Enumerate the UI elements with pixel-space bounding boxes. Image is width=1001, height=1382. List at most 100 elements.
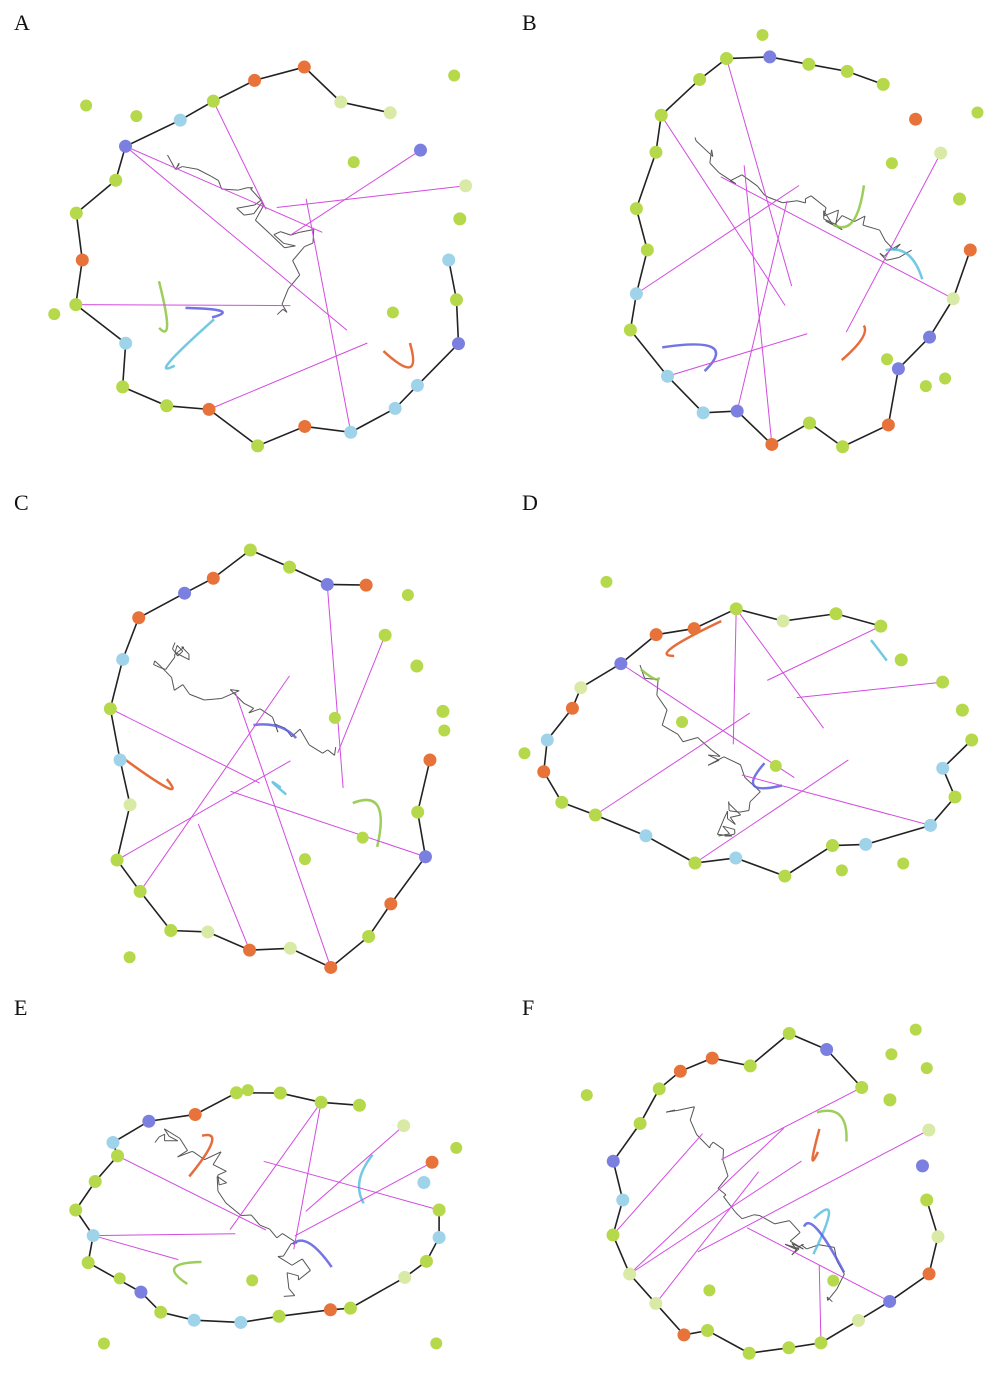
residue bbox=[109, 174, 122, 187]
pocket-surface bbox=[293, 1241, 332, 1267]
interaction bbox=[125, 146, 322, 232]
ligand-bond bbox=[657, 695, 667, 710]
ligand-bond bbox=[740, 811, 749, 813]
residue bbox=[417, 1176, 430, 1189]
ligand-bond bbox=[278, 1256, 292, 1265]
ligand-bond bbox=[169, 1136, 178, 1140]
residue bbox=[826, 839, 839, 852]
residue bbox=[674, 1065, 687, 1078]
ligand-bond bbox=[713, 1142, 723, 1149]
residue bbox=[630, 287, 643, 300]
ligand-bond bbox=[736, 1213, 742, 1219]
residue bbox=[174, 114, 187, 127]
residue bbox=[730, 602, 743, 615]
ligand-bond bbox=[742, 175, 757, 186]
interaction bbox=[338, 635, 385, 753]
residue bbox=[953, 192, 966, 205]
interaction bbox=[736, 609, 823, 728]
residue bbox=[459, 179, 472, 192]
residue bbox=[384, 897, 397, 910]
residue bbox=[614, 657, 627, 670]
interaction bbox=[656, 1172, 759, 1304]
ligand-bond bbox=[154, 661, 155, 665]
residue bbox=[298, 420, 311, 433]
ligand-bond bbox=[729, 803, 741, 815]
ligand-bond bbox=[695, 138, 696, 141]
interaction bbox=[93, 1234, 235, 1236]
ligand-bond bbox=[284, 243, 296, 246]
residue bbox=[433, 1204, 446, 1217]
residue bbox=[274, 1087, 287, 1100]
residue bbox=[134, 1286, 147, 1299]
pocket-surface bbox=[662, 344, 716, 371]
residue bbox=[701, 1324, 714, 1337]
residue bbox=[936, 762, 949, 775]
residue bbox=[420, 1255, 433, 1268]
ligand-bond bbox=[805, 196, 811, 199]
residue bbox=[315, 1096, 328, 1109]
residue bbox=[348, 156, 360, 168]
ligand-bond bbox=[172, 677, 175, 690]
ligand-bond bbox=[238, 188, 247, 190]
ligand-bond bbox=[323, 750, 328, 753]
residue bbox=[124, 798, 137, 811]
pocket-surface bbox=[125, 760, 172, 789]
residue bbox=[334, 95, 347, 108]
ligand-bond bbox=[292, 1259, 302, 1265]
interaction bbox=[277, 186, 466, 208]
ligand-bond bbox=[677, 1107, 694, 1111]
ligand-bond bbox=[750, 792, 760, 802]
residue bbox=[201, 925, 214, 938]
pocket-surface bbox=[159, 281, 167, 331]
residue bbox=[397, 1119, 410, 1132]
ligand-bond bbox=[335, 747, 336, 755]
ligand-bond bbox=[775, 1221, 790, 1224]
residue bbox=[389, 402, 402, 415]
residue bbox=[676, 716, 688, 728]
residue bbox=[606, 1229, 619, 1242]
interaction bbox=[327, 584, 343, 787]
residue bbox=[555, 796, 568, 809]
residue bbox=[248, 74, 261, 87]
pocket-surface bbox=[842, 326, 865, 361]
residue bbox=[387, 306, 399, 318]
interaction bbox=[76, 305, 291, 306]
residue bbox=[693, 73, 706, 86]
pocket-surface bbox=[189, 1135, 212, 1176]
residue bbox=[154, 1306, 167, 1319]
residue bbox=[411, 806, 424, 819]
interaction bbox=[110, 709, 259, 783]
residue bbox=[130, 110, 142, 122]
residue bbox=[298, 61, 311, 74]
residue bbox=[624, 323, 637, 336]
residue bbox=[729, 851, 742, 864]
residue bbox=[411, 379, 424, 392]
interaction bbox=[613, 1134, 703, 1235]
residue bbox=[909, 113, 922, 126]
residue bbox=[69, 298, 82, 311]
residue bbox=[653, 1082, 666, 1095]
residue bbox=[923, 1267, 936, 1280]
ligand-bond bbox=[730, 175, 742, 181]
residue bbox=[419, 850, 432, 863]
residue bbox=[649, 1297, 662, 1310]
residue bbox=[589, 809, 602, 822]
residue bbox=[384, 106, 397, 119]
ligand-bond bbox=[277, 309, 283, 314]
residue bbox=[430, 1337, 442, 1349]
panel-label: D bbox=[522, 490, 538, 516]
ligand-bond bbox=[287, 1273, 289, 1289]
ligand-bond bbox=[237, 205, 255, 208]
ligand-bond bbox=[724, 757, 741, 765]
ligand-bond bbox=[690, 1120, 696, 1135]
ligand-bond bbox=[213, 1165, 226, 1172]
residue bbox=[600, 576, 612, 588]
residue bbox=[353, 1099, 366, 1112]
ligand-bond bbox=[723, 1160, 728, 1176]
residue bbox=[881, 353, 893, 365]
pocket-surface bbox=[166, 319, 214, 368]
residue bbox=[189, 1108, 202, 1121]
residue bbox=[641, 244, 654, 257]
interaction bbox=[630, 1161, 802, 1274]
residue bbox=[782, 1341, 795, 1354]
